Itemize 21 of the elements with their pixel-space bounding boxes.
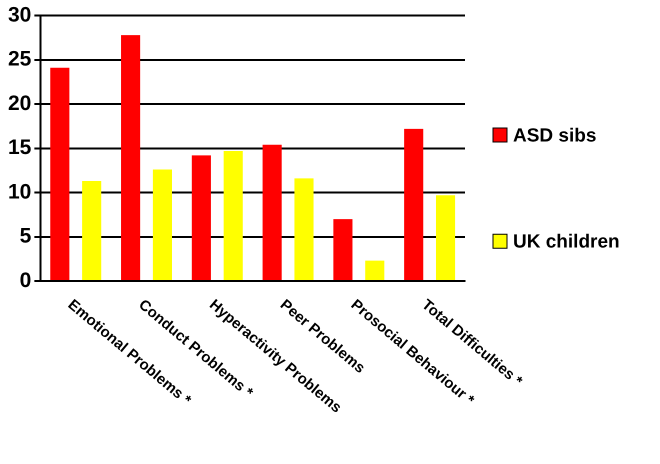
y-tick-label: 20 xyxy=(8,92,32,115)
y-tick-label: 15 xyxy=(8,136,32,160)
legend-label: UK children xyxy=(513,231,620,252)
y-tick-label: 0 xyxy=(20,268,32,292)
bar xyxy=(262,144,282,280)
bar xyxy=(50,68,70,280)
bar xyxy=(294,178,314,280)
y-tick-label: 5 xyxy=(20,224,32,248)
bar xyxy=(121,35,140,280)
bar xyxy=(224,150,243,280)
y-tick-label: 25 xyxy=(8,48,32,71)
y-tick-label: 30 xyxy=(8,3,32,26)
legend-label: ASD sibs xyxy=(513,125,596,146)
bar xyxy=(436,195,456,280)
bar xyxy=(333,219,352,280)
bar xyxy=(152,170,172,280)
bar xyxy=(192,155,211,280)
bar xyxy=(82,181,102,280)
bar xyxy=(365,260,384,280)
y-tick-label: 10 xyxy=(8,180,32,204)
bar xyxy=(404,128,424,280)
